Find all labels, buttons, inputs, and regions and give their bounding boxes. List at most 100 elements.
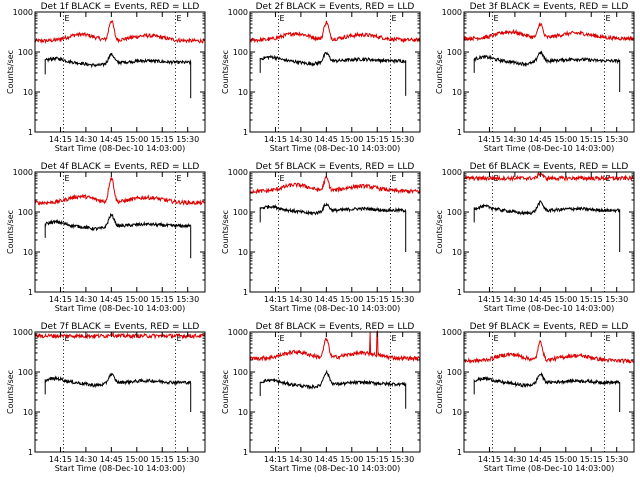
panel-det-4: Det 4f BLACK = Events, RED = LLD E E 1 10 100… xyxy=(6,162,206,313)
y-tick-label: 100 xyxy=(18,48,33,57)
marker-label: E xyxy=(280,174,285,183)
x-tick-label: 14:45 xyxy=(529,295,552,304)
y-tick-label: 1 xyxy=(28,448,33,457)
x-tick-label: 15:30 xyxy=(391,135,414,144)
y-tick-label: 1 xyxy=(28,288,33,297)
marker-label: E xyxy=(391,334,396,343)
plot-frame xyxy=(463,11,635,133)
x-tick-label: 14:45 xyxy=(100,455,123,464)
x-tick-label: 15:30 xyxy=(176,455,199,464)
y-tick-label: 100 xyxy=(18,368,33,377)
x-tick-label: 15:15 xyxy=(151,295,174,304)
marker-label: E xyxy=(176,14,181,23)
y-tick-label: 1000 xyxy=(228,168,248,177)
marker-label: E xyxy=(391,174,396,183)
y-axis-label: Counts/sec xyxy=(435,210,444,254)
plot-frame xyxy=(463,331,635,453)
x-tick-label: 14:15 xyxy=(264,135,287,144)
x-tick-label: 14:45 xyxy=(100,135,123,144)
y-tick-label: 1 xyxy=(457,128,462,137)
x-tick-label: 15:30 xyxy=(605,455,628,464)
series-lld-red xyxy=(463,22,635,42)
x-tick-label: 14:45 xyxy=(315,455,338,464)
y-tick-label: 1 xyxy=(243,448,248,457)
series-events-black xyxy=(44,212,192,259)
x-tick-label: 14:30 xyxy=(503,295,526,304)
series-events-black xyxy=(44,52,192,99)
marker-label: E xyxy=(65,334,70,343)
marker-label: E xyxy=(391,14,396,23)
y-tick-label: 10 xyxy=(452,248,462,257)
x-tick-label: 15:15 xyxy=(151,455,174,464)
x-tick-label: 14:45 xyxy=(315,135,338,144)
x-tick-label: 15:30 xyxy=(605,135,628,144)
x-tick-label: 15:00 xyxy=(554,455,577,464)
series-lld-red xyxy=(34,175,206,207)
panel-title: Det 6f BLACK = Events, RED = LLD xyxy=(470,162,629,172)
marker-label: E xyxy=(65,14,70,23)
panel-title: Det 7f BLACK = Events, RED = LLD xyxy=(41,322,200,332)
y-tick-label: 10 xyxy=(23,248,33,257)
y-tick-label: 10 xyxy=(23,408,33,417)
x-tick-label: 14:30 xyxy=(503,455,526,464)
x-tick-label: 15:15 xyxy=(366,135,389,144)
panel-title: Det 8f BLACK = Events, RED = LLD xyxy=(256,322,415,332)
x-tick-label: 14:15 xyxy=(478,135,501,144)
y-axis-label: Counts/sec xyxy=(6,370,15,414)
x-tick-label: 15:00 xyxy=(125,295,148,304)
y-tick-label: 1000 xyxy=(442,8,462,17)
x-tick-label: 15:00 xyxy=(554,295,577,304)
plot-frame xyxy=(34,171,206,293)
y-tick-label: 100 xyxy=(447,368,462,377)
panel-title: Det 2f BLACK = Events, RED = LLD xyxy=(256,2,415,12)
series-events-black xyxy=(473,200,621,252)
y-tick-label: 100 xyxy=(447,48,462,57)
panel-title: Det 4f BLACK = Events, RED = LLD xyxy=(41,162,200,172)
y-tick-label: 10 xyxy=(452,408,462,417)
marker-label: E xyxy=(494,14,499,23)
x-tick-label: 15:00 xyxy=(554,135,577,144)
x-tick-label: 14:45 xyxy=(529,135,552,144)
series-events-black xyxy=(259,369,407,409)
y-tick-label: 10 xyxy=(238,88,248,97)
y-tick-label: 10 xyxy=(452,88,462,97)
x-tick-label: 15:00 xyxy=(125,135,148,144)
x-tick-label: 15:15 xyxy=(366,295,389,304)
x-tick-label: 15:00 xyxy=(340,295,363,304)
x-tick-label: 15:00 xyxy=(340,135,363,144)
x-tick-label: 14:30 xyxy=(74,135,97,144)
y-axis-label: Counts/sec xyxy=(6,50,15,94)
y-tick-label: 1000 xyxy=(13,328,33,337)
y-tick-label: 1000 xyxy=(13,8,33,17)
x-axis-label: Start Time (08-Dec-10 14:03:00) xyxy=(270,144,401,153)
series-events-black xyxy=(473,371,621,412)
series-lld-red xyxy=(249,175,421,195)
y-tick-label: 10 xyxy=(238,408,248,417)
x-tick-label: 15:00 xyxy=(125,455,148,464)
y-axis-label: Counts/sec xyxy=(221,370,230,414)
series-events-black xyxy=(259,51,407,96)
y-axis-label: Counts/sec xyxy=(221,50,230,94)
y-tick-label: 10 xyxy=(238,248,248,257)
x-tick-label: 14:30 xyxy=(74,295,97,304)
plot-frame xyxy=(249,331,421,453)
panel-det-7: Det 7f BLACK = Events, RED = LLD E E 1 10 100… xyxy=(6,322,206,473)
x-axis-label: Start Time (08-Dec-10 14:03:00) xyxy=(270,464,401,473)
panel-title: Det 5f BLACK = Events, RED = LLD xyxy=(256,162,415,172)
series-lld-red xyxy=(463,339,635,365)
y-axis-label: Counts/sec xyxy=(435,370,444,414)
x-tick-label: 14:30 xyxy=(289,295,312,304)
plot-frame xyxy=(34,331,206,453)
marker-label: E xyxy=(605,334,610,343)
panel-det-9: Det 9f BLACK = Events, RED = LLD E E 1 10 100… xyxy=(435,322,635,473)
marker-label: E xyxy=(65,174,70,183)
x-axis-label: Start Time (08-Dec-10 14:03:00) xyxy=(55,464,186,473)
x-tick-label: 14:15 xyxy=(49,455,72,464)
panel-det-5: Det 5f BLACK = Events, RED = LLD E E 1 10 100… xyxy=(221,162,421,313)
x-tick-label: 14:45 xyxy=(100,295,123,304)
panel-det-1: Det 1f BLACK = Events, RED = LLD E E 1 10 100… xyxy=(6,2,206,153)
y-axis-label: Counts/sec xyxy=(221,210,230,254)
plot-frame xyxy=(34,11,206,133)
